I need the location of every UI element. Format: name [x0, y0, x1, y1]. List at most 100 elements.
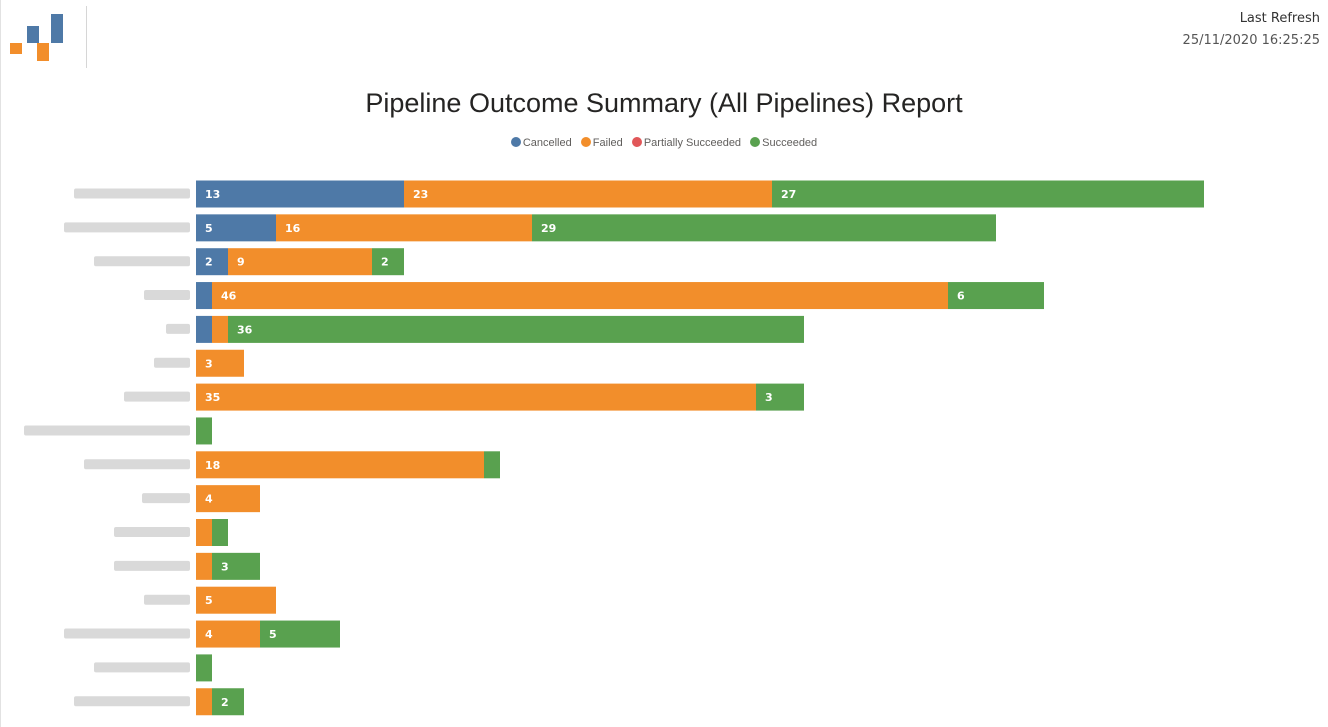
logo-block-orange-left [10, 43, 22, 54]
legend-item-cancelled[interactable]: Cancelled [510, 137, 572, 149]
bar-row [24, 417, 212, 445]
data-label: 2 [381, 256, 389, 269]
category-label [144, 290, 190, 301]
category-label [124, 391, 190, 402]
bar-segment-failed[interactable] [196, 451, 484, 479]
data-label: 3 [765, 391, 773, 404]
bar-segment-succeeded[interactable] [756, 383, 804, 411]
bar-segment-failed[interactable] [196, 552, 212, 580]
legend-label-succeeded: Succeeded [762, 137, 818, 149]
bar-segment-cancelled[interactable] [196, 214, 276, 242]
logo-block-orange-mid [37, 43, 49, 61]
data-label: 5 [269, 628, 277, 641]
bar-segment-cancelled[interactable] [196, 180, 404, 208]
category-label [94, 662, 190, 673]
last-refresh-label: Last Refresh [1239, 11, 1320, 26]
data-label: 29 [541, 222, 556, 235]
bar-segment-failed[interactable] [196, 349, 244, 377]
category-label [74, 696, 190, 707]
category-label [166, 323, 190, 334]
data-label: 16 [285, 222, 301, 235]
bar-segment-succeeded[interactable] [260, 620, 340, 648]
bar-row: 5 16 29 [64, 214, 996, 242]
data-label: 36 [237, 323, 253, 336]
bar-row: 2 [74, 688, 244, 716]
data-label: 5 [205, 222, 213, 235]
category-label [64, 222, 190, 233]
bar-segment-failed[interactable] [212, 282, 948, 310]
bar-segment-failed[interactable] [196, 586, 276, 614]
bar-segment-succeeded[interactable] [212, 552, 260, 580]
bar-segment-failed[interactable] [196, 383, 756, 411]
bar-segment-failed[interactable] [196, 688, 212, 716]
bar-segment-succeeded[interactable] [948, 282, 1044, 310]
logo-divider [86, 6, 87, 68]
category-label [114, 527, 190, 537]
legend-label-cancelled: Cancelled [522, 137, 572, 149]
legend-item-partially-succeeded[interactable]: Partially Succeeded [631, 137, 742, 149]
bar-segment-failed[interactable] [196, 485, 260, 513]
category-label [24, 425, 190, 436]
last-refresh: Last Refresh 25/11/2020 16:25:25 [1183, 8, 1320, 52]
chart-legend: Cancelled Failed Partially Succeeded Suc… [0, 137, 1328, 149]
bar-segment-succeeded[interactable] [772, 180, 1204, 208]
category-label [84, 459, 190, 470]
logo-block-blue-low [27, 26, 39, 43]
bar-segment-failed[interactable] [228, 248, 372, 276]
category-label [74, 188, 190, 199]
bar-row: 13 23 27 [74, 180, 1204, 208]
data-label: 46 [221, 290, 237, 303]
data-label: 18 [205, 459, 220, 472]
last-refresh-time: 25/11/2020 16:25:25 [1182, 33, 1320, 48]
bar-segment-failed[interactable] [212, 315, 228, 343]
bar-segment-succeeded[interactable] [212, 688, 244, 716]
legend-swatch-partially-succeeded [631, 137, 642, 147]
category-label [64, 628, 190, 639]
data-label: 9 [237, 256, 245, 269]
bar-segment-succeeded[interactable] [196, 417, 212, 445]
legend-label-failed: Failed [592, 137, 623, 149]
bar-segment-failed[interactable] [196, 519, 212, 546]
bar-segment-cancelled[interactable] [196, 282, 212, 310]
company-logo [10, 14, 63, 61]
bar-segment-failed[interactable] [276, 214, 532, 242]
data-label: 4 [205, 628, 213, 641]
data-label: 27 [781, 188, 796, 201]
bar-row: 3 [154, 349, 244, 377]
data-label: 2 [205, 256, 213, 269]
data-label: 3 [221, 560, 229, 573]
bar-segment-succeeded[interactable] [484, 451, 500, 479]
frame-border [0, 0, 1, 727]
bar-segment-succeeded[interactable] [212, 519, 228, 546]
category-label [154, 357, 190, 368]
chart-title: Pipeline Outcome Summary (All Pipelines)… [365, 88, 963, 118]
bar-row: 4 [142, 485, 260, 513]
category-label [142, 493, 190, 504]
legend-label-partially-succeeded: Partially Succeeded [643, 137, 742, 149]
legend-item-succeeded[interactable]: Succeeded [750, 137, 817, 149]
data-label: 5 [205, 594, 213, 607]
bar-row [94, 654, 212, 682]
data-label: 23 [413, 188, 428, 201]
bar-row: 18 [84, 451, 500, 479]
bar-segment-succeeded[interactable] [196, 654, 212, 682]
bar-row: 3 [114, 552, 260, 580]
bar-segment-cancelled[interactable] [196, 248, 228, 276]
legend-item-failed[interactable]: Failed [580, 137, 623, 149]
bar-segment-succeeded[interactable] [228, 315, 804, 343]
bar-segment-failed[interactable] [196, 620, 260, 648]
bar-segment-succeeded[interactable] [532, 214, 996, 242]
bar-row: 35 3 [124, 383, 804, 411]
data-label: 3 [205, 357, 213, 370]
legend-swatch-failed [580, 137, 591, 147]
bar-segment-failed[interactable] [404, 180, 772, 208]
data-label: 35 [205, 391, 220, 404]
bar-row [114, 519, 228, 546]
data-label: 4 [205, 493, 213, 506]
bar-segment-cancelled[interactable] [196, 315, 212, 343]
bar-segment-succeeded[interactable] [372, 248, 404, 276]
bar-row: 2 9 2 [94, 248, 404, 276]
legend-swatch-cancelled [510, 137, 521, 147]
